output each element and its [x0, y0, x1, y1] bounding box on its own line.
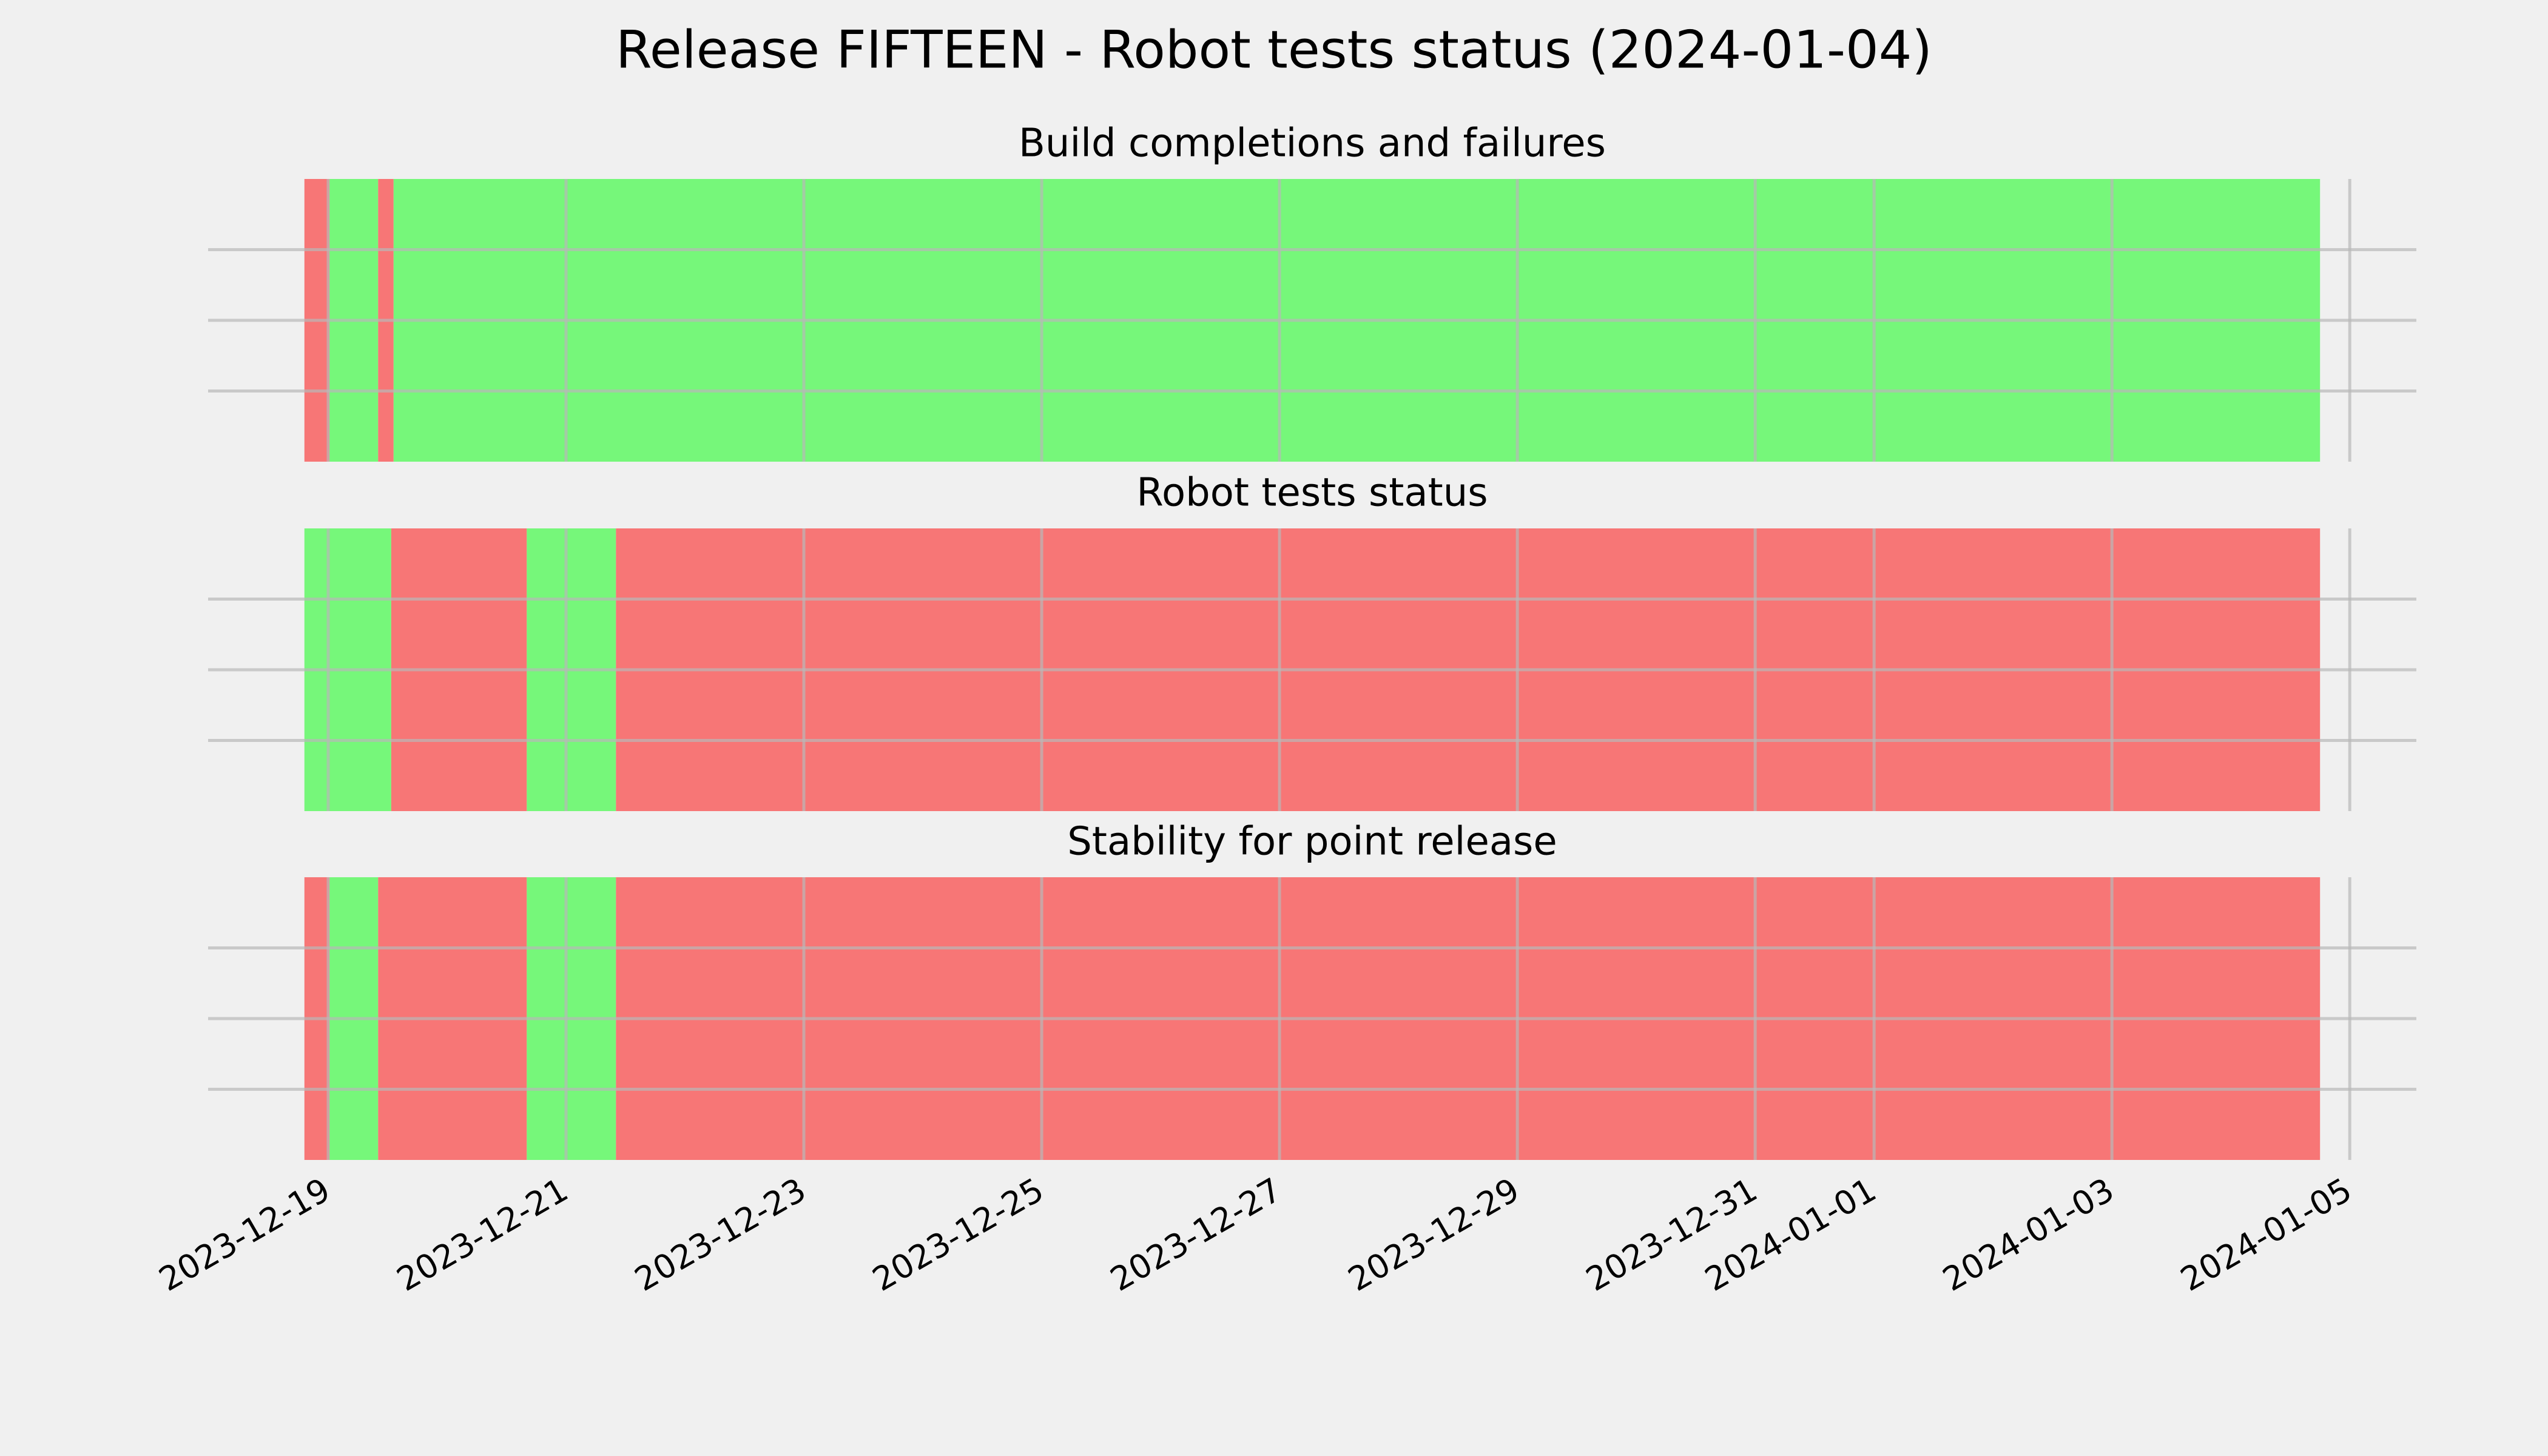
- x-tick-label: 2023-12-27: [1104, 1170, 1288, 1298]
- chart-title: Release FIFTEEN - Robot tests status (20…: [616, 19, 1932, 80]
- x-tick-label: 2023-12-21: [391, 1170, 575, 1298]
- x-tick-label: 2024-01-05: [2174, 1170, 2358, 1298]
- x-tick-label: 2023-12-19: [153, 1170, 337, 1298]
- panel-title: Stability for point release: [1067, 820, 1557, 864]
- x-tick-label: 2023-12-23: [629, 1170, 812, 1298]
- x-tick-label: 2023-12-29: [1342, 1170, 1526, 1298]
- x-tick-label: 2024-01-03: [1936, 1170, 2120, 1298]
- panel-title: Build completions and failures: [1019, 121, 1606, 166]
- panel-title: Robot tests status: [1136, 471, 1488, 516]
- x-tick-label: 2023-12-25: [866, 1170, 1050, 1298]
